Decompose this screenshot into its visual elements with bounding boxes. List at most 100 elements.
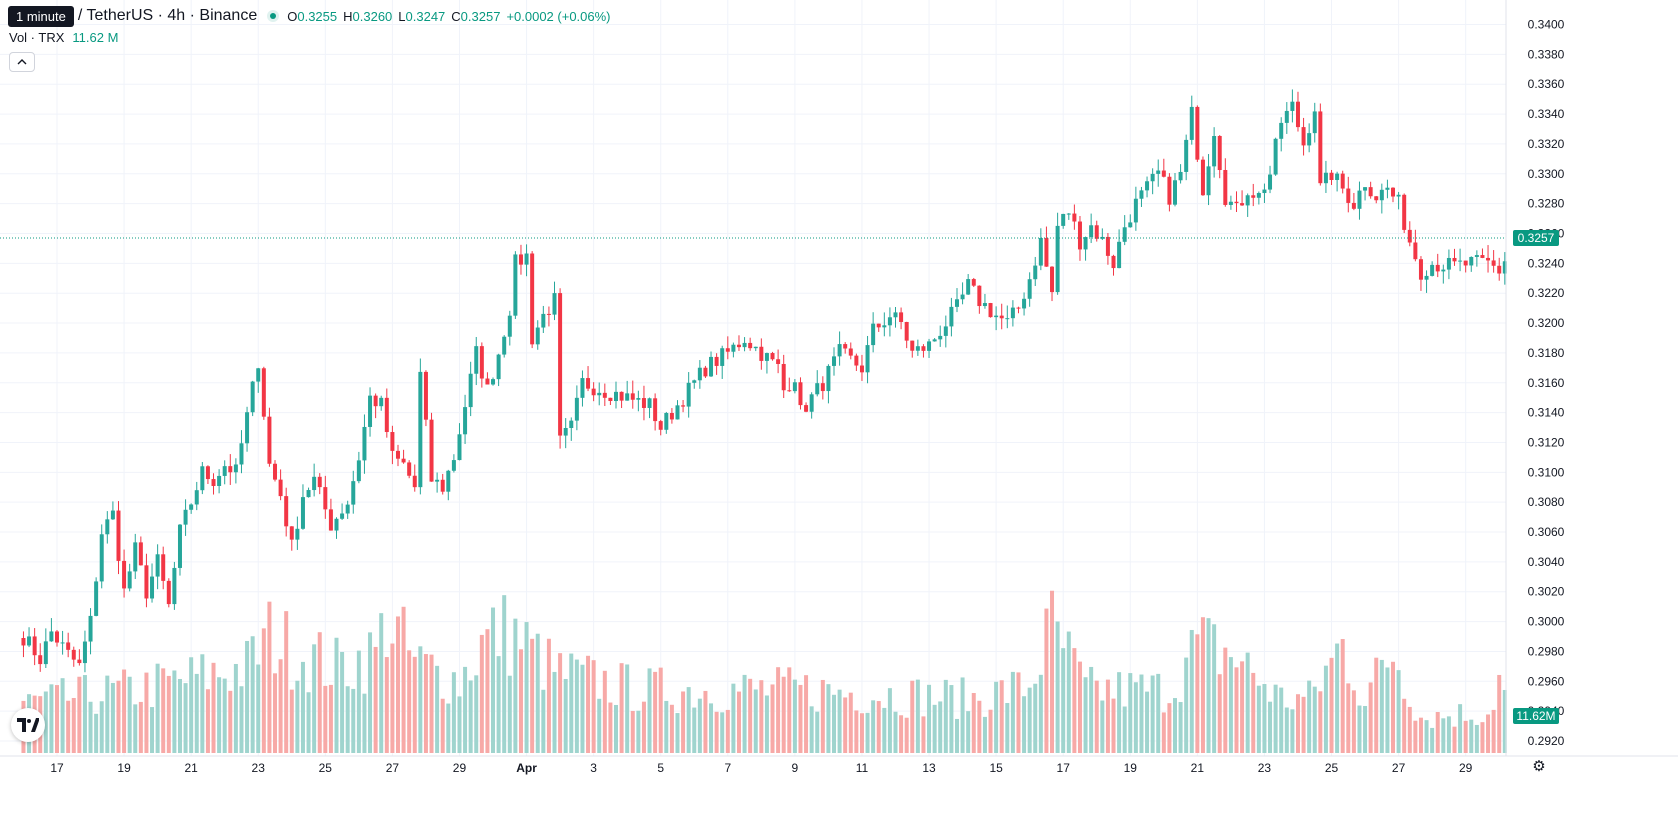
candle-body <box>502 336 507 355</box>
y-tick-label: 0.3240 <box>1528 256 1565 270</box>
candle-body <box>535 327 540 345</box>
symbol-title[interactable]: / TetherUS · 4h · Binance <box>77 7 258 24</box>
candle-body <box>317 476 322 488</box>
candle-body <box>686 382 691 407</box>
last-price-badge: 0.3257 <box>1513 229 1559 246</box>
candle-body <box>21 638 26 646</box>
volume-bar <box>1050 590 1055 753</box>
volume-bar <box>379 613 384 753</box>
candle-body <box>1145 181 1150 191</box>
candle-body <box>658 421 663 430</box>
volume-legend[interactable]: Vol · TRX 11.62 M <box>9 30 118 45</box>
tradingview-logo-icon[interactable] <box>11 708 45 742</box>
collapse-legend-button[interactable] <box>9 52 35 72</box>
candle-body <box>105 519 110 535</box>
candle-body <box>1256 193 1261 198</box>
volume-bar <box>284 611 289 753</box>
candle-body <box>1435 264 1440 272</box>
volume-bar <box>697 698 702 753</box>
volume-bar <box>904 717 909 753</box>
volume-bar <box>166 675 171 753</box>
candle-body <box>938 335 943 340</box>
volume-bar <box>597 698 602 753</box>
volume-bar <box>435 665 440 753</box>
volume-bar <box>932 704 937 753</box>
volume-bar <box>60 678 65 753</box>
volume-bar <box>859 713 864 753</box>
gear-icon[interactable]: ⚙ <box>1532 758 1546 775</box>
volume-bar <box>518 649 523 753</box>
volume-bar <box>1027 687 1032 753</box>
candle-body <box>876 323 881 328</box>
volume-bar <box>1010 671 1015 753</box>
volume-bar <box>714 711 719 753</box>
candle-body <box>446 470 451 492</box>
candle-body <box>574 397 579 421</box>
y-tick-label: 0.3120 <box>1528 435 1565 449</box>
candle-body <box>770 353 775 360</box>
volume-bar <box>429 654 434 753</box>
candle-body <box>1200 159 1205 196</box>
volume-bar <box>1418 717 1423 753</box>
candle-body <box>899 312 904 322</box>
candle-body <box>1077 221 1082 250</box>
candle-body <box>910 340 915 351</box>
price-change: +0.0002 (+0.06%) <box>506 8 611 24</box>
candle-body <box>804 405 809 412</box>
candle-body <box>228 466 233 473</box>
candle-body <box>1323 172 1328 184</box>
volume-bar <box>373 646 378 753</box>
candle-body <box>608 397 613 402</box>
candle-body <box>1100 236 1105 239</box>
volume-bar <box>138 701 143 753</box>
volume-bar <box>910 680 915 753</box>
volume-bar <box>1072 648 1077 753</box>
candle-body <box>960 294 965 300</box>
candle-body <box>882 325 887 328</box>
time-axis[interactable]: 17 19 21 23 25 27 29 Apr 3 5 7 9 11 13 15 17 19 21 23 25 27 2… <box>50 761 1472 775</box>
candle-body <box>1318 111 1323 184</box>
volume-bar <box>647 668 652 753</box>
price-axis[interactable]: 0.3400 0.3380 0.3360 0.3340 0.3320 0.3300 0.32… <box>1528 18 1565 749</box>
candle-body <box>954 299 959 307</box>
volume-bar <box>1133 682 1138 753</box>
volume-bar <box>641 701 646 753</box>
candle-body <box>423 371 428 420</box>
volume-bar <box>423 654 428 753</box>
candle-body <box>1184 139 1189 172</box>
volume-bar <box>1290 709 1295 753</box>
interval-tooltip: 1 minute <box>8 5 74 27</box>
candle-body <box>1351 202 1356 209</box>
candle-body <box>189 504 194 510</box>
candle-body <box>1340 173 1345 189</box>
volume-bar <box>1446 716 1451 753</box>
candle-body <box>429 419 434 482</box>
candle-body <box>1055 225 1060 293</box>
y-tick-label: 0.3320 <box>1528 137 1565 151</box>
candle-body <box>1301 127 1306 146</box>
volume-bar <box>1206 618 1211 753</box>
candle-body <box>233 464 238 473</box>
candle-body <box>379 397 384 407</box>
volume-bar <box>1379 659 1384 753</box>
volume-bar <box>1055 621 1060 753</box>
volume-bar <box>99 701 104 753</box>
volume-bar <box>1413 720 1418 753</box>
volume-bar <box>591 660 596 753</box>
volume-bar <box>1167 703 1172 753</box>
candle-body <box>675 405 680 420</box>
candle-body <box>1418 259 1423 280</box>
volume-bar <box>222 678 227 753</box>
candle-body <box>194 490 199 505</box>
candle-body <box>1413 242 1418 260</box>
volume-bar <box>826 684 831 753</box>
y-tick-label: 0.3000 <box>1528 615 1565 629</box>
market-status-icon[interactable] <box>267 10 280 22</box>
candle-body <box>1441 269 1446 272</box>
volume-bar <box>1240 661 1245 753</box>
volume-bar <box>781 676 786 753</box>
candle-body <box>552 293 557 315</box>
volume-bar <box>580 664 585 753</box>
volume-value: 11.62 M <box>72 30 119 45</box>
